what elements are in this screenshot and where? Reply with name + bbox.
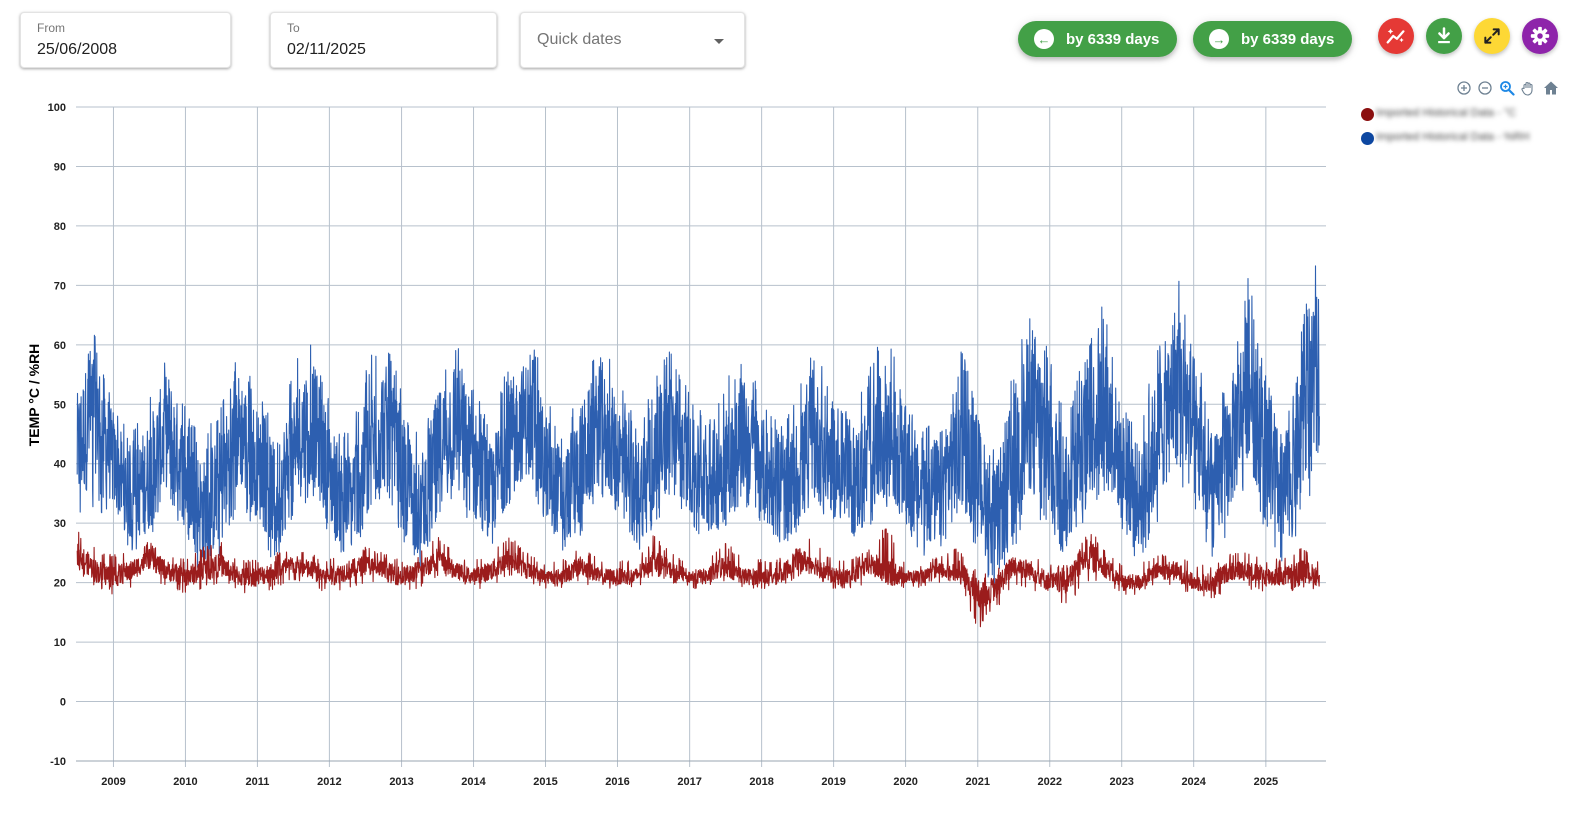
series-line-rh: [76, 265, 1320, 590]
y-tick-label: 70: [54, 280, 66, 292]
from-value[interactable]: 25/06/2008: [37, 41, 118, 58]
trend-button[interactable]: [1378, 18, 1414, 54]
to-date-field[interactable]: To 02/11/2025: [270, 12, 497, 68]
shift-forward-button[interactable]: → by 6339 days: [1193, 21, 1352, 57]
x-tick-label: 2020: [893, 776, 917, 788]
y-tick-label: 40: [54, 459, 66, 471]
shift-forward-label: by 6339 days: [1241, 30, 1335, 48]
to-value[interactable]: 02/11/2025: [287, 41, 366, 58]
zoom-in-icon[interactable]: [1456, 80, 1472, 96]
legend-item-temp[interactable]: Imported Historical Data - °C: [1360, 104, 1560, 128]
legend-item-rh[interactable]: Imported Historical Data - %RH: [1360, 128, 1560, 152]
line-chart[interactable]: -10 0 10 20 30 40 50 60 70 80 90 100 2009 2010 2011 201…: [0, 90, 1350, 819]
chart-axes: -10 0 10 20 30 40 50 60 70 80 90 100 2009 2010 2011 201…: [48, 102, 1326, 788]
shift-back-label: by 6339 days: [1066, 30, 1160, 48]
x-tick-label: 2016: [605, 776, 629, 788]
chart-series: [76, 265, 1320, 628]
settings-button[interactable]: [1522, 18, 1558, 54]
y-tick-label: 20: [54, 578, 66, 590]
quick-dates-placeholder: Quick dates: [537, 31, 622, 48]
arrow-right-icon: →: [1209, 29, 1229, 49]
trend-icon: [1386, 28, 1405, 44]
home-icon[interactable]: [1543, 80, 1559, 96]
from-date-field[interactable]: From 25/06/2008: [20, 12, 231, 68]
fullscreen-button[interactable]: [1474, 18, 1510, 54]
chart-toolbar: [1456, 80, 1566, 98]
pan-icon[interactable]: [1520, 80, 1536, 96]
x-tick-label: 2009: [101, 776, 125, 788]
chevron-down-icon[interactable]: [714, 39, 724, 44]
to-label: To: [287, 21, 300, 35]
x-tick-label: 2017: [677, 776, 701, 788]
x-tick-label: 2018: [749, 776, 773, 788]
selection-zoom-icon[interactable]: [1499, 80, 1515, 96]
y-tick-label: 100: [48, 102, 66, 114]
y-axis-label: TEMP °C / %RH: [26, 344, 42, 447]
y-tick-label: 0: [60, 697, 66, 709]
legend-marker: [1361, 132, 1374, 145]
x-tick-label: 2025: [1254, 776, 1278, 788]
x-tick-label: 2019: [821, 776, 845, 788]
x-tick-label: 2010: [173, 776, 197, 788]
x-tick-label: 2011: [245, 776, 269, 788]
download-button[interactable]: [1426, 18, 1462, 54]
legend-label: Imported Historical Data - °C: [1376, 107, 1517, 119]
quick-dates-select[interactable]: Quick dates: [520, 12, 745, 68]
y-tick-label: 10: [54, 637, 66, 649]
y-tick-label: 50: [54, 399, 66, 411]
chart-legend: Imported Historical Data - °C Imported H…: [1360, 104, 1560, 152]
x-tick-label: 2014: [461, 776, 486, 788]
y-tick-label: 90: [54, 161, 66, 173]
x-tick-label: 2024: [1181, 776, 1206, 788]
zoom-out-icon[interactable]: [1477, 80, 1493, 96]
legend-label: Imported Historical Data - %RH: [1376, 131, 1530, 143]
y-tick-label: -10: [50, 756, 66, 768]
legend-marker: [1361, 108, 1374, 121]
y-tick-label: 30: [54, 518, 66, 530]
x-tick-label: 2013: [389, 776, 413, 788]
x-tick-label: 2012: [317, 776, 341, 788]
x-tick-label: 2022: [1037, 776, 1061, 788]
shift-back-button[interactable]: ← by 6339 days: [1018, 21, 1177, 57]
x-tick-label: 2015: [533, 776, 557, 788]
y-tick-label: 80: [54, 221, 66, 233]
fullscreen-icon: [1484, 28, 1500, 44]
x-tick-label: 2023: [1109, 776, 1133, 788]
series-line-temp: [76, 528, 1320, 628]
settings-icon: [1530, 26, 1550, 46]
download-icon: [1438, 27, 1450, 44]
from-label: From: [37, 21, 65, 35]
y-tick-label: 60: [54, 340, 66, 352]
x-tick-label: 2021: [966, 776, 990, 788]
arrow-left-icon: ←: [1034, 29, 1054, 49]
